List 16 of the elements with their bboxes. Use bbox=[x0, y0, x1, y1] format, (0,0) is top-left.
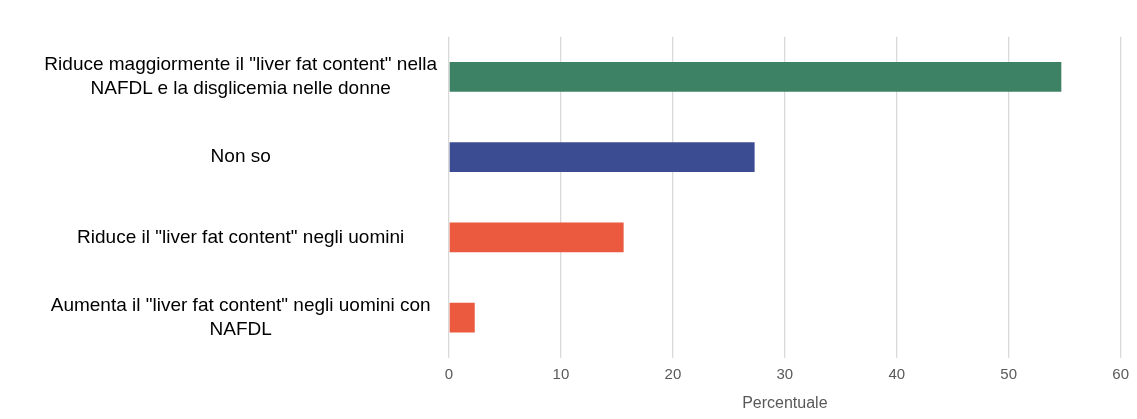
x-tick-label: 60 bbox=[1112, 364, 1129, 382]
x-tick-label: 10 bbox=[552, 364, 570, 382]
x-tick-label: 50 bbox=[1000, 364, 1018, 382]
x-tick-label: 20 bbox=[664, 364, 682, 382]
bar bbox=[449, 302, 475, 333]
x-axis-title: Percentuale bbox=[742, 393, 828, 411]
y-tick-label: Non so bbox=[210, 145, 271, 167]
x-tick-label: 30 bbox=[776, 364, 794, 382]
bar bbox=[449, 61, 1062, 92]
x-tick-label: 40 bbox=[888, 364, 906, 382]
bar bbox=[449, 142, 755, 172]
y-tick-label: Riduce maggiormente il "liver fat content" nella NAFDL e la disglicemia nelle donne bbox=[44, 52, 438, 99]
y-tick-label: Aumenta il "liver fat content" negli uomini con NAFDL bbox=[50, 293, 431, 340]
x-tick-label: 0 bbox=[444, 364, 454, 382]
bar bbox=[449, 222, 624, 253]
y-tick-label: Riduce il "liver fat content" negli uomini bbox=[77, 225, 405, 247]
